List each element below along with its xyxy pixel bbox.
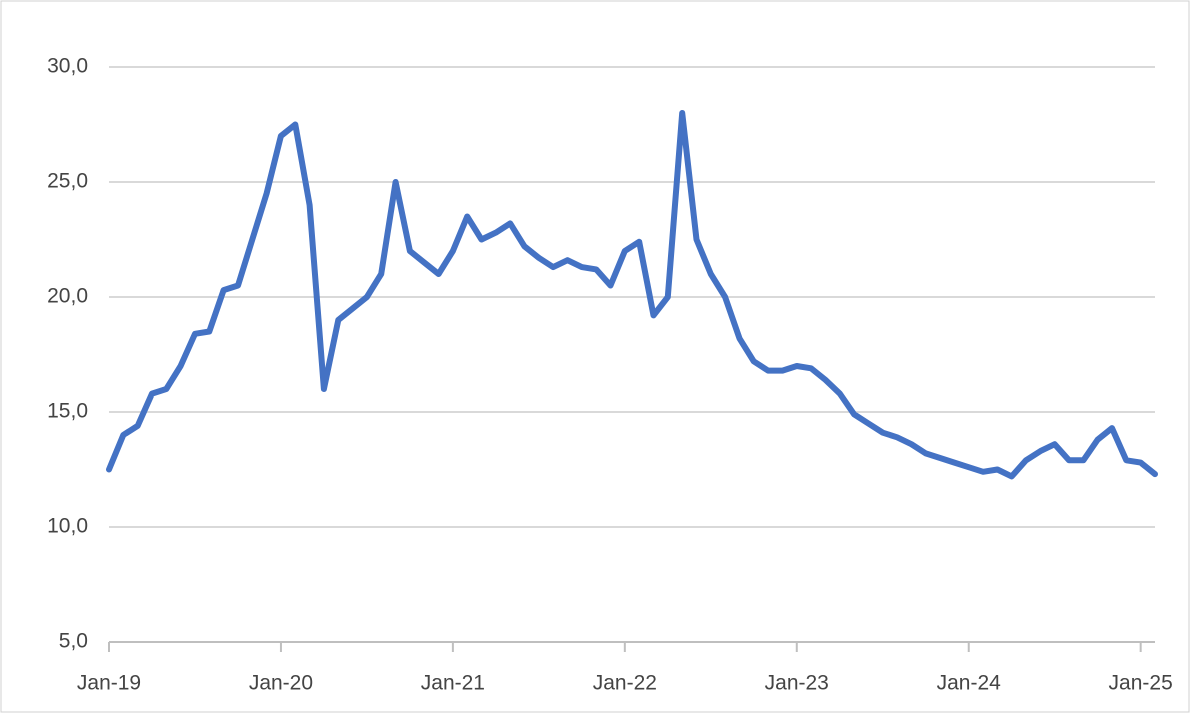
x-tick-label: Jan-25 xyxy=(1109,672,1173,695)
y-tick-label: 20,0 xyxy=(47,285,88,308)
x-tick-label: Jan-24 xyxy=(937,672,1002,695)
y-tick-label: 10,0 xyxy=(47,515,88,538)
x-tick-label: Jan-23 xyxy=(765,672,829,695)
x-tick-label: Jan-21 xyxy=(421,672,485,695)
y-tick-label: 15,0 xyxy=(47,400,88,423)
y-tick-label: 30,0 xyxy=(47,55,88,78)
y-tick-label: 25,0 xyxy=(47,170,88,193)
x-tick-label: Jan-22 xyxy=(593,672,657,695)
x-tick-label: Jan-19 xyxy=(77,672,141,695)
y-tick-label: 5,0 xyxy=(59,630,88,653)
x-tick-label: Jan-20 xyxy=(249,672,313,695)
line xyxy=(106,110,1158,480)
